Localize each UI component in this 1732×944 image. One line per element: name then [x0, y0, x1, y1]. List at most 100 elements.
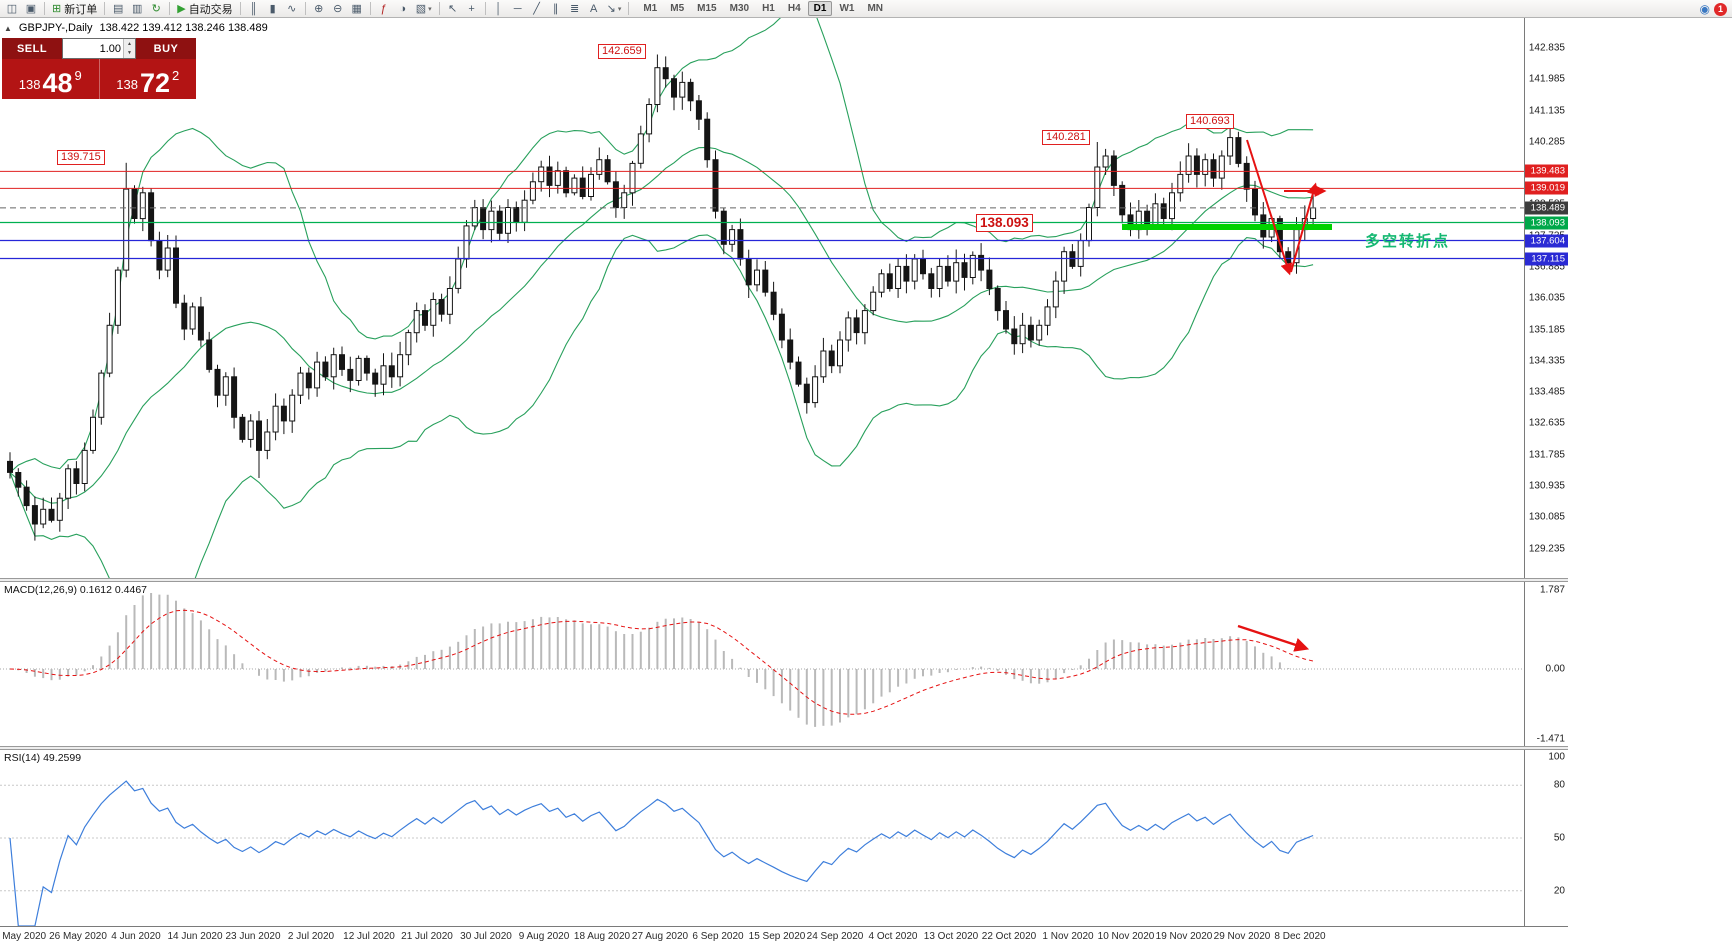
crosshair-icon[interactable]: +	[463, 1, 481, 17]
toolbar-separator	[239, 2, 241, 15]
sell-price-sup: 9	[74, 68, 82, 83]
sell-button[interactable]: SELL	[2, 38, 62, 59]
macd-scale-value: 0.00	[1545, 663, 1565, 675]
timeframe-D1[interactable]: D1	[807, 1, 833, 16]
date-label: 14 Jun 2020	[167, 931, 223, 942]
timeframe-H4[interactable]: H4	[787, 3, 801, 14]
price-tag: 138.093	[1525, 216, 1568, 229]
refresh-icon-glyph: ↻	[151, 3, 161, 15]
cursor-icon[interactable]: ↖	[444, 1, 462, 17]
date-label: 30 Jul 2020	[460, 931, 512, 942]
date-label: 4 Oct 2020	[868, 931, 918, 942]
notifications-badge[interactable]: 1	[1714, 2, 1727, 16]
price-callout[interactable]: 140.281	[1042, 130, 1090, 145]
vertical-line-icon[interactable]: │	[490, 1, 508, 17]
timeframe-M30[interactable]: M30	[729, 3, 750, 14]
timeframe-M1[interactable]: M1	[643, 3, 658, 14]
rsi-plot[interactable]: RSI(14) 49.2599	[0, 750, 1524, 926]
main-plot[interactable]: ▲ GBPJPY-,Daily 138.422 139.412 138.246 …	[0, 18, 1524, 578]
ohlc-bars-icon-glyph: ║	[249, 2, 258, 15]
equidistant-channel-icon-glyph: ∥	[552, 3, 559, 15]
toolbar-separator	[304, 2, 306, 15]
timeframe-W1[interactable]: W1	[839, 3, 855, 14]
sell-price-button[interactable]: 138 48 9	[2, 59, 100, 99]
macd-scale-value: 1.787	[1539, 584, 1565, 596]
toolbar-separator	[484, 2, 486, 15]
trade-price-row: 138 48 9 138 72 2	[2, 59, 196, 99]
templates-icon-glyph: ▧	[415, 3, 427, 15]
date-label: 13 Oct 2020	[923, 931, 979, 942]
volume-down-button[interactable]: ▼	[124, 48, 135, 58]
price-tick: 141.135	[1528, 105, 1565, 117]
new-chart-icon[interactable]: ◫	[3, 1, 21, 17]
date-label: 9 Aug 2020	[518, 931, 570, 942]
indicators-icon[interactable]: ƒ	[375, 1, 393, 17]
text-label-icon[interactable]: A	[585, 1, 603, 17]
turning-point-note[interactable]: 多空转折点	[1365, 233, 1451, 250]
data-window-icon[interactable]: ▥	[128, 1, 146, 17]
price-tick: 133.485	[1528, 386, 1565, 398]
autotrading-button[interactable]: ▶ 自动交易	[174, 1, 235, 17]
rsi-pane: RSI(14) 49.2599 100 80 50 20	[0, 750, 1568, 926]
line-chart-icon[interactable]: ∿	[283, 1, 301, 17]
equidistant-channel-icon[interactable]: ∥	[547, 1, 565, 17]
date-label: 6 Sep 2020	[692, 931, 744, 942]
price-tag: 138.489	[1525, 201, 1568, 215]
ohlc-bars-icon[interactable]: ║	[245, 1, 263, 17]
price-tick: 141.985	[1528, 73, 1565, 85]
date-label: 26 May 2020	[49, 931, 107, 942]
rsi-scale-value: 80	[1553, 779, 1565, 791]
price-tag: 137.115	[1525, 252, 1568, 265]
community-icon[interactable]: ◉	[1699, 2, 1710, 16]
trendline-icon[interactable]: ╱	[528, 1, 546, 17]
price-callout[interactable]: 139.715	[57, 150, 105, 165]
candlestick-chart-icon[interactable]: ▮	[264, 1, 282, 17]
chart-icon: ▲	[4, 23, 12, 33]
rsi-splitter[interactable]	[0, 746, 1568, 750]
zoom-out-icon[interactable]: ⊖	[329, 1, 347, 17]
price-tick: 135.185	[1528, 324, 1565, 335]
toolbar-separator	[628, 2, 630, 15]
main-price-scale[interactable]: 142.835141.985141.135140.285139.435138.5…	[1524, 18, 1568, 578]
macd-scale-value: -1.471	[1536, 733, 1565, 745]
sell-price-prefix: 138	[18, 77, 41, 92]
fibonacci-icon[interactable]: ≣	[566, 1, 584, 17]
date-label: 22 Oct 2020	[981, 931, 1037, 942]
timeframe-H1[interactable]: H1	[762, 3, 775, 14]
new-order-button[interactable]: ⊞ 新订单	[49, 1, 100, 17]
buy-price-button[interactable]: 138 72 2	[100, 59, 197, 99]
price-callout[interactable]: 140.693	[1186, 114, 1234, 129]
tile-windows-icon[interactable]: ▦	[348, 1, 366, 17]
support-highlight-line[interactable]	[1122, 224, 1332, 230]
macd-plot[interactable]: MACD(12,26,9) 0.1612 0.4467	[0, 582, 1524, 746]
rsi-scale[interactable]: 100 80 50 20	[1524, 750, 1568, 926]
timeframe-M15[interactable]: M15	[697, 3, 717, 14]
timeframe-M5[interactable]: M5	[670, 3, 685, 14]
price-callout[interactable]: 142.659	[598, 44, 646, 59]
price-chart-canvas	[0, 18, 1524, 578]
toolbar-separator	[369, 2, 371, 15]
chart-profiles-icon[interactable]: ▣	[22, 1, 40, 17]
date-label: 12 Jul 2020	[343, 931, 395, 942]
data-window-icon-glyph: ▥	[132, 3, 143, 15]
buy-button[interactable]: BUY	[136, 38, 196, 59]
refresh-icon[interactable]: ↻	[147, 1, 165, 17]
horizontal-line-icon[interactable]: ─	[509, 1, 527, 17]
volume-input[interactable]	[63, 39, 123, 58]
ohlc-values: 138.422 139.412 138.246 138.489	[99, 22, 268, 34]
periods-icon[interactable]: ◑	[394, 1, 412, 17]
timeframe-MN[interactable]: MN	[867, 3, 884, 14]
tile-windows-icon-glyph: ▦	[351, 3, 362, 15]
buy-price-prefix: 138	[116, 77, 138, 92]
arrows-tool-icon[interactable]: ↘ ▾	[604, 1, 625, 17]
market-watch-icon[interactable]: ▤	[109, 1, 127, 17]
zoom-in-icon[interactable]: ⊕	[310, 1, 328, 17]
symbol-title: GBPJPY-,Daily	[18, 22, 93, 34]
volume-up-button[interactable]: ▲	[124, 39, 135, 49]
macd-scale[interactable]: 1.787 0.00 -1.471	[1524, 582, 1568, 746]
price-callout[interactable]: 138.093	[976, 214, 1033, 232]
macd-splitter[interactable]	[0, 578, 1568, 582]
toolbar-separator	[104, 2, 106, 15]
templates-icon[interactable]: ▧ ▾	[413, 1, 435, 17]
